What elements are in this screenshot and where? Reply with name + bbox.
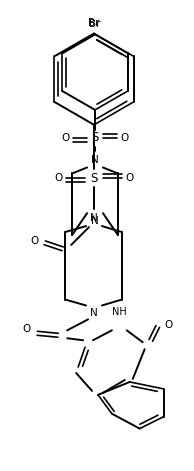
Text: N: N (91, 216, 99, 226)
Text: NH: NH (113, 308, 127, 317)
Text: Br: Br (88, 18, 100, 28)
Text: N: N (91, 154, 99, 164)
Text: O: O (22, 325, 31, 334)
Text: O: O (30, 236, 39, 246)
Text: O: O (126, 173, 134, 183)
Text: O: O (164, 320, 173, 330)
Text: O: O (121, 133, 129, 143)
Text: N: N (90, 309, 98, 318)
Text: S: S (90, 172, 98, 185)
Text: Br: Br (89, 19, 101, 30)
Text: O: O (54, 173, 62, 183)
Text: S: S (91, 131, 99, 144)
Text: O: O (61, 133, 69, 143)
Text: N: N (90, 213, 98, 223)
